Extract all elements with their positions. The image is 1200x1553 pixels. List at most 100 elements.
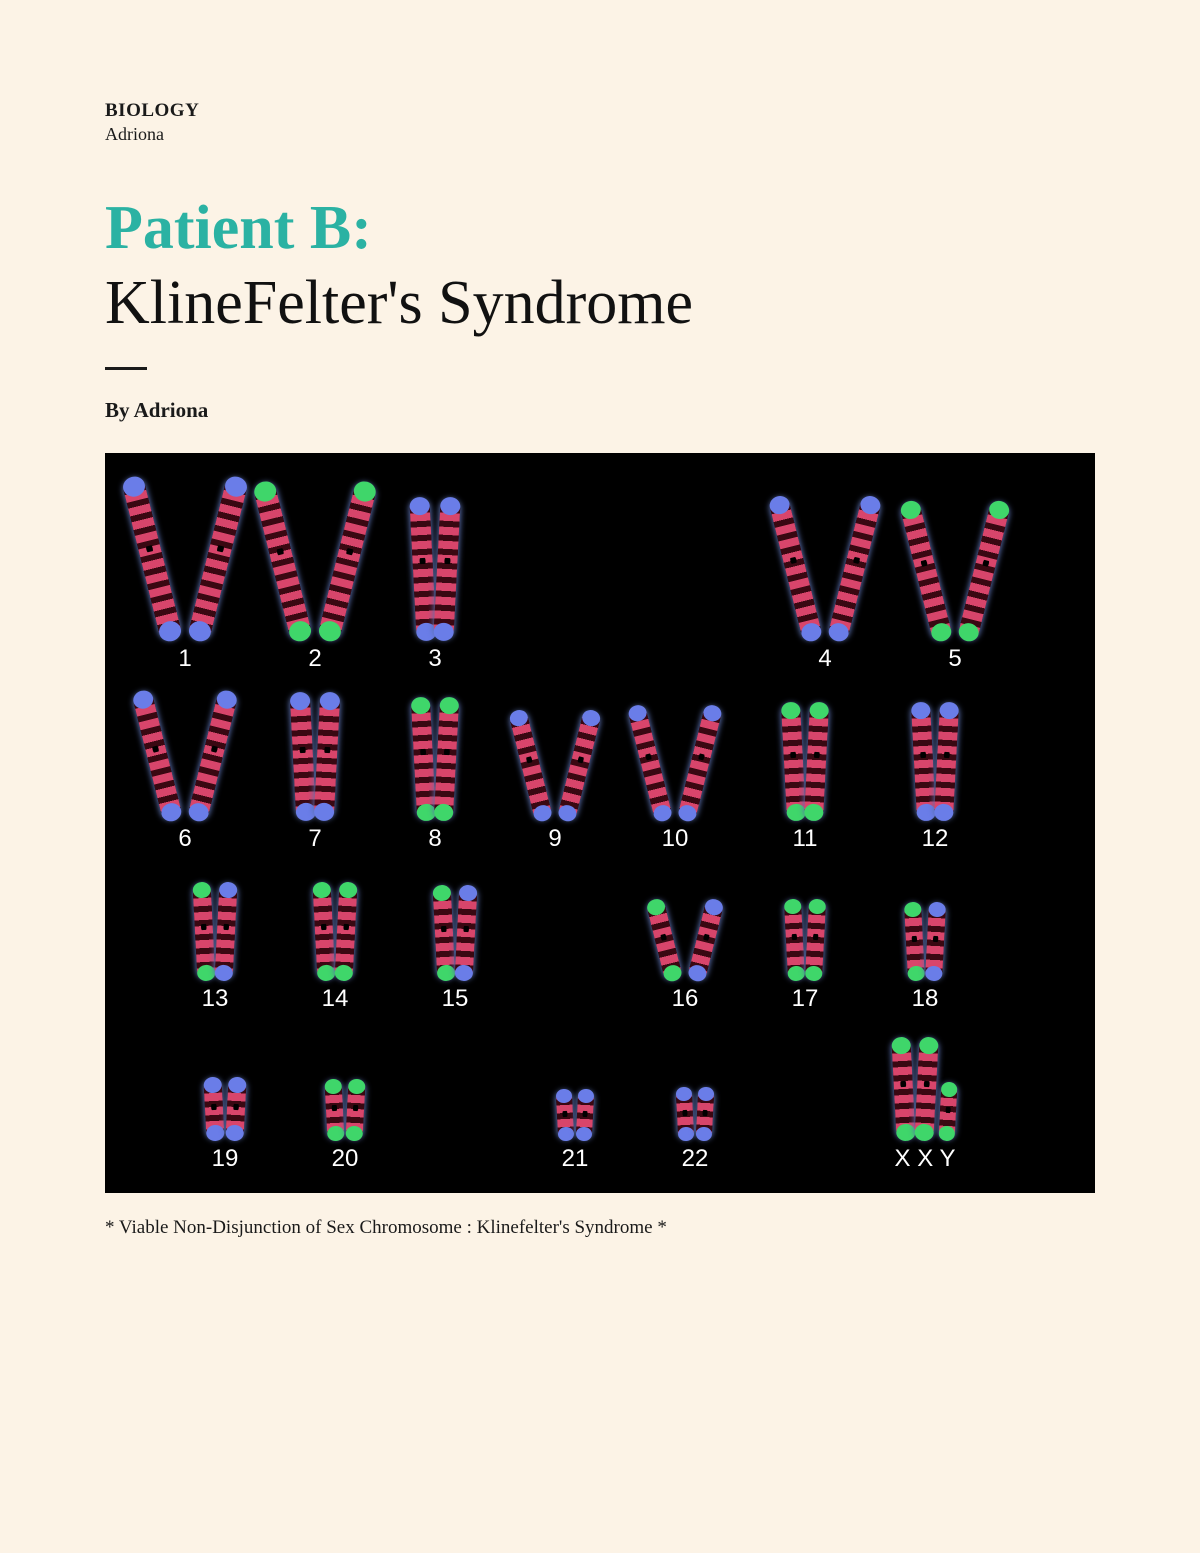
chromosome-pair: 15 xyxy=(400,863,510,1013)
chromosome xyxy=(335,884,358,980)
chromosome-group xyxy=(413,499,457,639)
chromosome-label: 9 xyxy=(548,825,561,853)
chromosome xyxy=(556,1091,574,1140)
chromosome-pair: 7 xyxy=(260,683,370,853)
chromosome-group xyxy=(414,699,456,819)
chromosome-pair: 22 xyxy=(640,1023,750,1173)
chromosome xyxy=(804,704,829,820)
chromosome-label: 10 xyxy=(662,825,689,853)
chromosome xyxy=(687,899,724,981)
chromosome xyxy=(411,699,436,820)
chromosome-pair: 21 xyxy=(520,1023,630,1173)
title-rule xyxy=(105,367,147,370)
byline: By Adriona xyxy=(105,398,1095,423)
chromosome-group xyxy=(205,1079,245,1139)
chromosome-group xyxy=(315,884,355,979)
chromosome xyxy=(433,499,460,640)
chromosome xyxy=(934,704,959,820)
chromosome-pair: 13 xyxy=(160,863,270,1013)
chromosome-pair: X X Y xyxy=(870,1023,980,1173)
author-top: Adriona xyxy=(105,124,1095,145)
chromosome xyxy=(784,901,805,980)
chromosome-label: 17 xyxy=(792,985,819,1013)
chromosome-group xyxy=(435,887,475,979)
chromosome xyxy=(768,496,822,642)
chromosome-label: 19 xyxy=(212,1145,239,1173)
chromosome xyxy=(509,710,553,821)
chromosome-group xyxy=(163,689,207,819)
chromosome-group xyxy=(786,901,824,979)
chromosome xyxy=(215,884,238,980)
chromosome xyxy=(925,904,946,980)
chromosome-group xyxy=(326,1081,364,1139)
chromosome-group xyxy=(894,1039,956,1139)
chromosome xyxy=(434,699,459,820)
chromosome-label: 22 xyxy=(682,1145,709,1173)
chromosome xyxy=(557,710,601,821)
chromosome-group xyxy=(665,899,705,979)
chromosome-group xyxy=(195,884,235,979)
chromosome xyxy=(314,694,341,820)
chromosome-group xyxy=(655,704,695,819)
chromosome xyxy=(433,887,456,980)
chromosome-pair: 10 xyxy=(620,683,730,853)
chromosome-pair: 20 xyxy=(290,1023,400,1173)
chromosome xyxy=(409,499,436,640)
chromosome-pair: 5 xyxy=(900,483,1010,673)
title-block: Patient B: KlineFelter's Syndrome xyxy=(105,193,1095,370)
title-main: KlineFelter's Syndrome xyxy=(105,268,1095,339)
chromosome-pair: 19 xyxy=(170,1023,280,1173)
chromosome-label: 11 xyxy=(793,825,818,853)
chromosome-group xyxy=(293,694,337,819)
chromosome-label: 14 xyxy=(322,985,349,1013)
chromosome-group xyxy=(677,1089,713,1139)
chromosome xyxy=(317,481,377,642)
chromosome xyxy=(324,1081,344,1140)
figure-caption: * Viable Non-Disjunction of Sex Chromoso… xyxy=(105,1217,1095,1239)
chromosome xyxy=(676,1089,695,1140)
chromosome xyxy=(576,1091,594,1140)
chromosome-group xyxy=(914,704,956,819)
chromosome xyxy=(253,481,313,642)
chromosome-group xyxy=(906,904,944,979)
chromosome xyxy=(345,1081,365,1140)
chromosome-label: X X Y xyxy=(895,1145,956,1173)
chromosome-label: 7 xyxy=(308,825,321,853)
chromosome xyxy=(455,887,478,980)
chromosome xyxy=(187,476,248,641)
chromosome-group xyxy=(161,474,209,639)
chromosome-group xyxy=(933,499,977,639)
chromosome xyxy=(627,705,672,821)
chromosome xyxy=(938,1084,957,1140)
chromosome xyxy=(290,694,317,820)
chromosome-label: 5 xyxy=(948,645,961,673)
chromosome-pair: 11 xyxy=(750,683,860,853)
chromosome-label: 3 xyxy=(428,645,441,673)
chromosome xyxy=(957,501,1010,642)
chromosome-label: 20 xyxy=(332,1145,359,1173)
chromosome-label: 2 xyxy=(308,645,321,673)
chromosome-label: 4 xyxy=(818,645,831,673)
chromosome-label: 8 xyxy=(428,825,441,853)
chromosome-group xyxy=(803,494,847,639)
chromosome-label: 1 xyxy=(178,645,191,673)
chromosome-group xyxy=(557,1091,593,1139)
chromosome xyxy=(899,501,952,642)
karyotype-figure: 12345678910111213141516171819202122X X Y xyxy=(105,453,1095,1193)
title-accent: Patient B: xyxy=(105,193,1095,264)
chromosome xyxy=(313,884,336,980)
chromosome-pair: 12 xyxy=(880,683,990,853)
chromosome xyxy=(677,705,722,821)
chromosome-group xyxy=(535,709,575,819)
chromosome-pair: 18 xyxy=(870,863,980,1013)
chromosome-pair: 1 xyxy=(130,483,240,673)
chromosome xyxy=(911,704,936,820)
chromosome-group xyxy=(291,479,339,639)
chromosome xyxy=(132,690,183,821)
chromosome-pair: 2 xyxy=(260,483,370,673)
chromosome xyxy=(891,1039,915,1140)
chromosome xyxy=(646,899,683,981)
chromosome xyxy=(203,1079,224,1140)
chromosome xyxy=(696,1089,715,1140)
chromosome-label: 21 xyxy=(562,1145,589,1173)
